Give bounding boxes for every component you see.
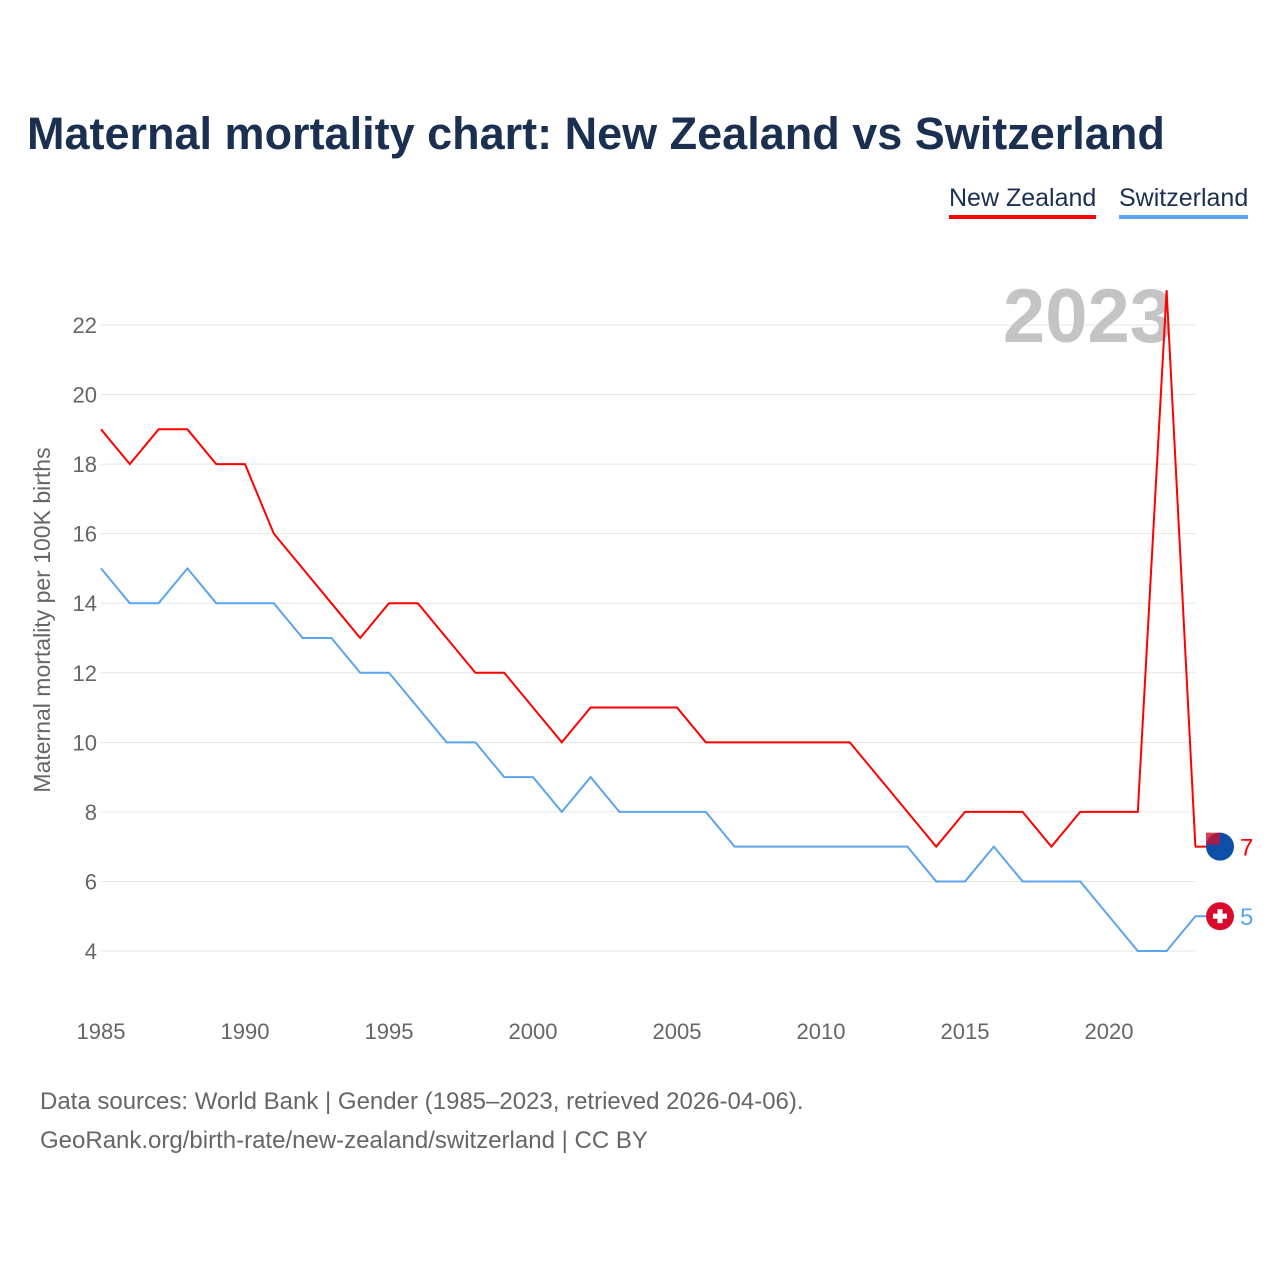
union-jack-icon <box>1206 832 1220 845</box>
x-tick-label: 2005 <box>653 1019 702 1044</box>
x-tick-label: 1985 <box>77 1019 126 1044</box>
legend-new-zealand[interactable]: New Zealand <box>949 184 1097 219</box>
series-line-new-zealand <box>100 290 1197 849</box>
x-tick-label: 2000 <box>509 1019 558 1044</box>
y-tick-label: 8 <box>85 800 97 825</box>
y-tick-label: 22 <box>73 313 97 338</box>
y-tick-label: 20 <box>73 383 97 408</box>
y-tick-label: 12 <box>73 661 97 686</box>
y-tick-label: 6 <box>85 869 97 894</box>
end-value-label: 7 <box>1240 835 1253 862</box>
footer-sources: Data sources: World Bank | Gender (1985–… <box>40 1088 804 1115</box>
y-tick-label: 4 <box>85 939 97 964</box>
legend-switzerland[interactable]: Switzerland <box>1119 184 1249 219</box>
end-value-label: 5 <box>1240 904 1253 931</box>
y-tick-label: 16 <box>73 522 97 547</box>
x-tick-label: 2010 <box>797 1019 846 1044</box>
chart-title: Maternal mortality chart: New Zealand vs… <box>27 108 1165 159</box>
x-tick-label: 1995 <box>365 1019 414 1044</box>
series-line-switzerland <box>100 566 1197 952</box>
x-tick-label: 2020 <box>1085 1019 1134 1044</box>
x-tick-label: 2015 <box>941 1019 990 1044</box>
y-tick-label: 10 <box>73 730 97 755</box>
x-tick-label: 1990 <box>221 1019 270 1044</box>
swiss-cross-v <box>1217 909 1223 924</box>
y-tick-label: 14 <box>73 591 97 616</box>
y-tick-label: 18 <box>73 452 97 477</box>
footer-credit: GeoRank.org/birth-rate/new-zealand/switz… <box>40 1127 648 1154</box>
year-label: 2023 <box>1003 274 1172 359</box>
y-axis-label: Maternal mortality per 100K births <box>29 447 55 792</box>
